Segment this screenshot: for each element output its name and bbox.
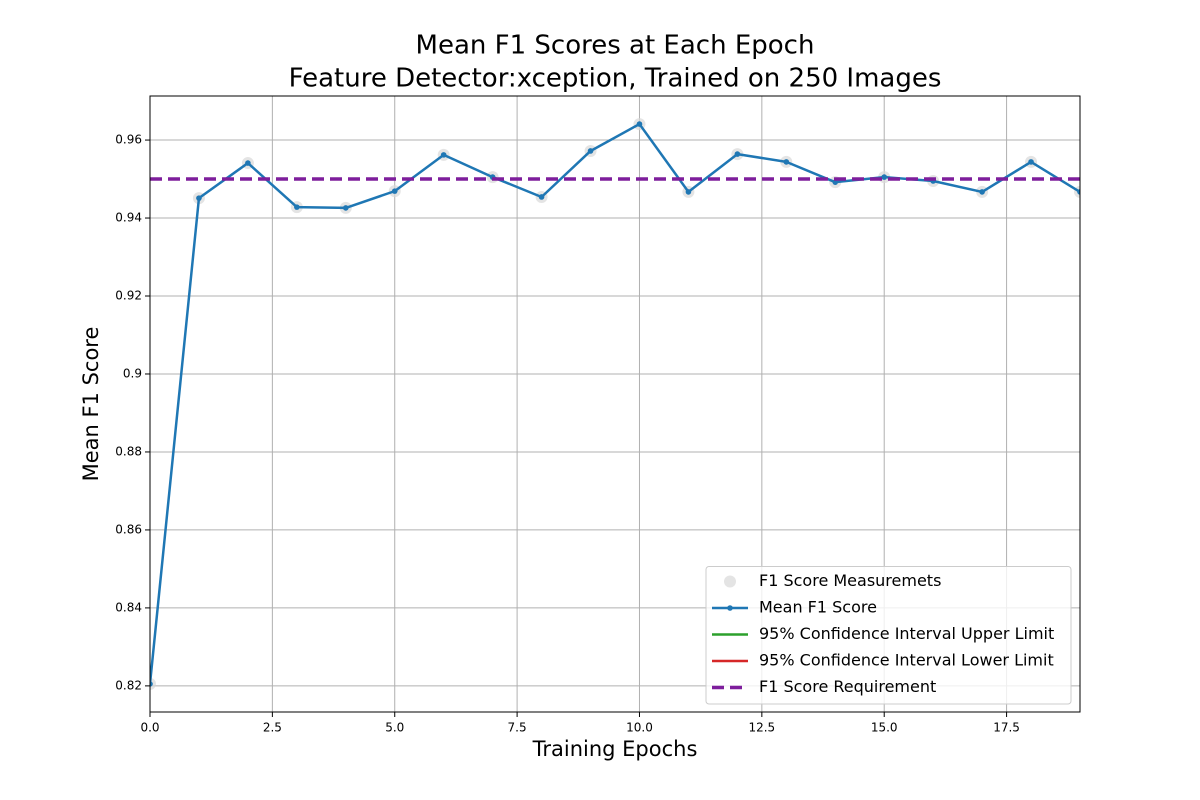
mean-point <box>881 174 888 180</box>
y-tick-label: 0.96 <box>115 133 142 147</box>
legend-box <box>705 566 1072 705</box>
x-axis-label: Training Epochs <box>532 737 698 761</box>
legend-label: F1 Score Requirement <box>759 677 936 696</box>
mean-point <box>587 148 594 154</box>
mean-point <box>440 152 447 158</box>
mean-point <box>685 189 692 195</box>
mean-point <box>1077 189 1080 195</box>
x-tick-label: 17.5 <box>993 721 1020 735</box>
y-tick-label: 0.86 <box>115 522 142 536</box>
mean-point <box>1028 159 1034 165</box>
y-tick-label: 0.92 <box>115 289 142 303</box>
mean-point <box>783 159 790 165</box>
mean-point <box>734 151 741 157</box>
plot-frame <box>149 95 1081 713</box>
x-tick-label: 15.0 <box>871 721 898 735</box>
y-tick-label: 0.88 <box>115 444 142 458</box>
x-tick-label: 7.5 <box>508 721 527 735</box>
mean-point <box>636 121 643 127</box>
mean-point <box>391 188 398 194</box>
legend-label: 95% Confidence Interval Upper Limit <box>759 624 1054 643</box>
y-axis-label: Mean F1 Score <box>79 327 103 482</box>
legend-label: F1 Score Measuremets <box>759 571 941 590</box>
y-tick-label: 0.9 <box>123 366 142 380</box>
mean-point <box>538 194 545 200</box>
legend-swatch <box>724 575 736 588</box>
y-tick-label: 0.94 <box>115 211 142 225</box>
mean-point <box>294 204 300 210</box>
chart-subtitle: Feature Detector:xception, Trained on 25… <box>289 64 942 94</box>
mean-point <box>342 205 349 211</box>
x-tick-label: 0.0 <box>140 721 159 735</box>
legend-label: 95% Confidence Interval Lower Limit <box>759 651 1054 670</box>
mean-point <box>245 160 251 166</box>
plot-area <box>150 118 1080 690</box>
chart-title: Mean F1 Scores at Each Epoch <box>416 31 815 61</box>
x-tick-label: 2.5 <box>263 721 282 735</box>
legend-label: Mean F1 Score <box>759 598 877 617</box>
y-tick-label: 0.84 <box>115 600 142 614</box>
mean-point <box>979 189 985 195</box>
mean-point <box>150 681 153 687</box>
x-tick-label: 5.0 <box>385 721 404 735</box>
legend-swatch-marker <box>727 605 733 611</box>
x-tick-label: 12.5 <box>748 721 775 735</box>
mean-point <box>196 195 202 201</box>
x-tick-label: 10.0 <box>626 721 653 735</box>
y-tick-label: 0.82 <box>115 678 142 692</box>
